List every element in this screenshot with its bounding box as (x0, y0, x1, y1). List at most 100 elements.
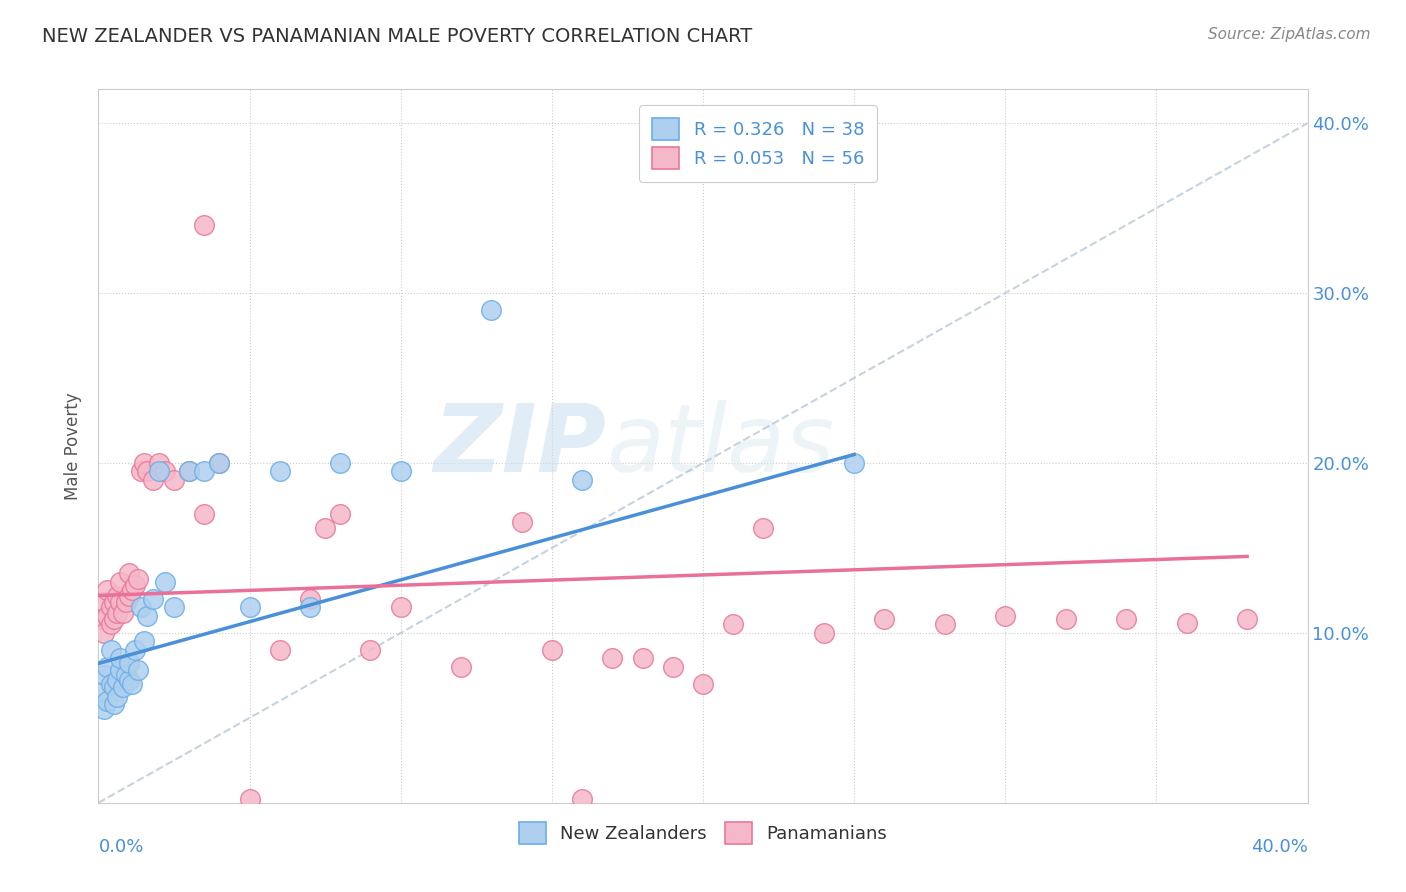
Point (813, 626, 835, 640)
Point (105, 589, 128, 603)
Point (127, 572, 149, 586)
Point (631, 651, 654, 665)
Point (100, 677, 122, 691)
Point (132, 634, 155, 648)
Point (389, 600, 412, 615)
Point (723, 617, 745, 632)
Point (142, 473, 165, 487)
Point (163, 473, 186, 487)
Point (118, 566, 141, 581)
Point (193, 507, 215, 521)
Point (602, 651, 624, 665)
Point (105, 690, 128, 705)
Point (108, 651, 131, 665)
Point (163, 600, 186, 615)
Text: ZIP: ZIP (433, 400, 606, 492)
Point (269, 465, 291, 479)
Point (132, 456, 155, 470)
Point (124, 578, 146, 592)
Point (108, 595, 131, 609)
Point (114, 668, 136, 682)
Point (90, 685, 112, 699)
Point (314, 520, 336, 534)
Point (103, 680, 125, 694)
Point (105, 673, 128, 688)
Point (93, 668, 115, 682)
Point (142, 591, 165, 606)
Point (752, 520, 775, 534)
Point (121, 677, 143, 691)
Text: atlas: atlas (606, 401, 835, 491)
Point (148, 465, 170, 479)
Point (329, 507, 352, 521)
Point (299, 591, 322, 606)
Point (100, 617, 122, 632)
Point (93, 702, 115, 716)
Point (96, 694, 118, 708)
Point (103, 698, 125, 712)
Point (1236, 612, 1258, 626)
Point (129, 465, 152, 479)
Point (844, 456, 866, 470)
Point (108, 574, 131, 589)
Legend: New Zealanders, Panamanians: New Zealanders, Panamanians (512, 814, 894, 851)
Point (299, 600, 322, 615)
Point (510, 516, 533, 530)
Point (239, 600, 262, 615)
Point (100, 643, 122, 657)
Point (93, 595, 115, 609)
Point (90, 612, 112, 626)
Point (100, 600, 122, 615)
Point (118, 673, 141, 688)
Point (994, 608, 1017, 623)
Point (96, 583, 118, 598)
Point (179, 465, 201, 479)
Point (450, 660, 472, 674)
Point (148, 456, 170, 470)
Point (193, 465, 215, 479)
Point (108, 663, 131, 677)
Point (118, 657, 141, 671)
Point (153, 465, 176, 479)
Point (124, 643, 146, 657)
Text: Source: ZipAtlas.com: Source: ZipAtlas.com (1208, 27, 1371, 42)
Point (179, 465, 201, 479)
Point (135, 608, 157, 623)
Point (692, 677, 714, 691)
Point (1115, 612, 1137, 626)
Point (239, 792, 262, 806)
Text: 0.0%: 0.0% (98, 838, 143, 856)
Point (269, 643, 291, 657)
Point (103, 612, 125, 626)
Point (934, 617, 956, 632)
Point (105, 606, 128, 620)
Point (540, 643, 562, 657)
Point (129, 600, 152, 615)
Point (329, 456, 352, 470)
Point (103, 595, 125, 609)
Point (93, 626, 115, 640)
Point (111, 606, 134, 620)
Y-axis label: Male Poverty: Male Poverty (65, 392, 83, 500)
Point (96, 608, 118, 623)
Point (208, 456, 231, 470)
Point (389, 465, 412, 479)
Point (111, 680, 134, 694)
Point (1175, 615, 1198, 630)
Point (135, 465, 157, 479)
Point (127, 663, 149, 677)
Point (118, 589, 141, 603)
Text: 40.0%: 40.0% (1251, 838, 1308, 856)
Point (661, 660, 683, 674)
Point (114, 595, 136, 609)
Point (153, 574, 176, 589)
Point (571, 792, 593, 806)
Point (873, 612, 896, 626)
Point (193, 218, 215, 232)
Point (571, 473, 593, 487)
Point (1054, 612, 1077, 626)
Text: NEW ZEALANDER VS PANAMANIAN MALE POVERTY CORRELATION CHART: NEW ZEALANDER VS PANAMANIAN MALE POVERTY… (42, 27, 752, 45)
Point (208, 456, 231, 470)
Point (360, 643, 382, 657)
Point (121, 583, 143, 598)
